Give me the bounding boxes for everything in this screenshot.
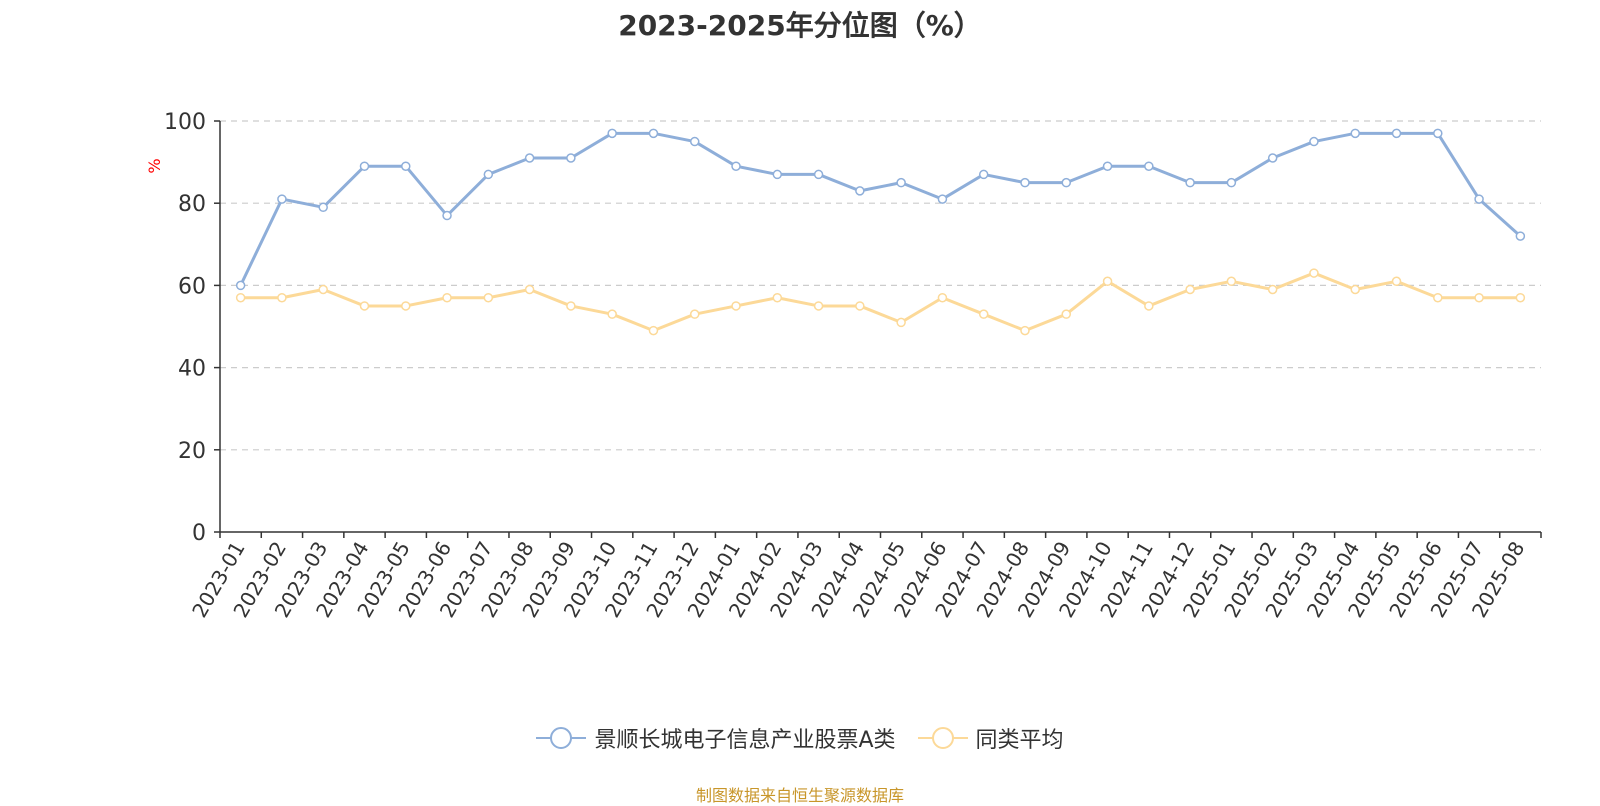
series-2-point[interactable] [1433, 292, 1443, 303]
series-2-point[interactable] [1020, 325, 1030, 336]
series-2-point[interactable] [1350, 284, 1360, 295]
series-1-point[interactable] [1185, 177, 1195, 188]
series-1-point[interactable] [648, 128, 659, 139]
series-2-point[interactable] [401, 301, 411, 311]
series-2-point[interactable] [235, 292, 246, 303]
series-1-point[interactable] [937, 194, 948, 204]
series-2-point[interactable] [648, 325, 659, 336]
series-2-point[interactable] [277, 292, 287, 303]
series-1-point[interactable] [359, 161, 370, 171]
legend-item-series-2[interactable]: 同类平均 [917, 722, 1064, 754]
y-tick-label: 0 [192, 521, 206, 546]
series-2-point[interactable] [896, 317, 906, 328]
series-1-point[interactable] [855, 186, 865, 196]
series-1-point[interactable] [689, 136, 700, 147]
series-1-point[interactable] [1267, 153, 1278, 163]
series-1-point[interactable] [524, 153, 535, 163]
series-1-point[interactable] [483, 169, 494, 180]
series-2-point[interactable] [1391, 276, 1402, 287]
grid-lines [220, 120, 1541, 451]
series-1-point[interactable] [318, 202, 328, 213]
series-2-point[interactable] [524, 284, 535, 295]
series-2-point[interactable] [1185, 284, 1195, 295]
series-1-point[interactable] [235, 280, 246, 291]
series-2-point[interactable] [359, 301, 370, 311]
legend-label-series-2: 同类平均 [975, 728, 1064, 753]
y-tick-label: 60 [178, 274, 206, 299]
series-1-point[interactable] [442, 210, 452, 221]
legend: 景顺长城电子信息产业股票A类 同类平均 [0, 722, 1600, 754]
series-line-1 [239, 131, 1522, 287]
series-1-point[interactable] [1226, 177, 1237, 188]
y-tick-label: 100 [164, 110, 206, 135]
series-2-point[interactable] [731, 301, 741, 311]
series-1-point[interactable] [1350, 128, 1360, 139]
y-tick-label: 20 [178, 439, 206, 464]
series-2-point[interactable] [1474, 292, 1484, 303]
y-tick-label: 80 [178, 192, 206, 217]
series-2-point[interactable] [1309, 268, 1319, 278]
series-2-point[interactable] [1102, 276, 1113, 287]
series-1-point[interactable] [813, 169, 824, 180]
legend-marker-series-1 [536, 727, 587, 749]
series-1-point[interactable] [896, 177, 906, 188]
series-2-point[interactable] [813, 301, 824, 311]
series-2-point[interactable] [937, 292, 948, 303]
series-2-point[interactable] [1267, 284, 1278, 295]
series-line-2 [239, 271, 1522, 333]
series-2-point[interactable] [483, 292, 494, 303]
series-2-point[interactable] [689, 309, 700, 319]
series-2-point[interactable] [1144, 301, 1154, 311]
series-1-point[interactable] [1433, 128, 1443, 139]
legend-label-series-1: 景顺长城电子信息产业股票A类 [594, 728, 896, 753]
legend-marker-series-2 [917, 727, 968, 749]
series-2-point[interactable] [772, 292, 783, 303]
series-1-point[interactable] [1102, 161, 1113, 171]
chart-title: 2023-2025年分位图（%） [618, 9, 982, 42]
series-1-point[interactable] [277, 194, 287, 204]
series-2-point[interactable] [1061, 309, 1072, 319]
series-1-point[interactable] [1474, 194, 1484, 204]
series-2-point[interactable] [566, 301, 576, 311]
series-2-point[interactable] [607, 309, 617, 319]
series-1-point[interactable] [566, 153, 576, 163]
series-1-point[interactable] [1309, 136, 1319, 147]
series-2-point[interactable] [855, 301, 865, 311]
series-2-point[interactable] [1515, 292, 1526, 303]
y-axis-label: % [145, 158, 164, 173]
legend-item-series-1[interactable]: 景顺长城电子信息产业股票A类 [536, 722, 896, 754]
series-1-point[interactable] [1144, 161, 1154, 171]
series-1-point[interactable] [607, 128, 617, 139]
series-1-point[interactable] [772, 169, 783, 180]
series-1-point[interactable] [1391, 128, 1402, 139]
series-2-point[interactable] [442, 292, 452, 303]
series-1-point[interactable] [401, 161, 411, 171]
series-2-point[interactable] [1226, 276, 1237, 287]
series-points [235, 128, 1526, 336]
y-tick-label: 40 [178, 357, 206, 382]
series-2-point[interactable] [978, 309, 989, 319]
series-1-point[interactable] [731, 161, 741, 171]
source-note: 制图数据来自恒生聚源数据库 [695, 786, 904, 805]
series-1-point[interactable] [1061, 177, 1072, 188]
series-lines [239, 131, 1522, 333]
series-1-point[interactable] [1020, 177, 1030, 188]
series-1-point[interactable] [1515, 231, 1526, 241]
series-1-point[interactable] [978, 169, 989, 180]
series-2-point[interactable] [318, 284, 328, 295]
